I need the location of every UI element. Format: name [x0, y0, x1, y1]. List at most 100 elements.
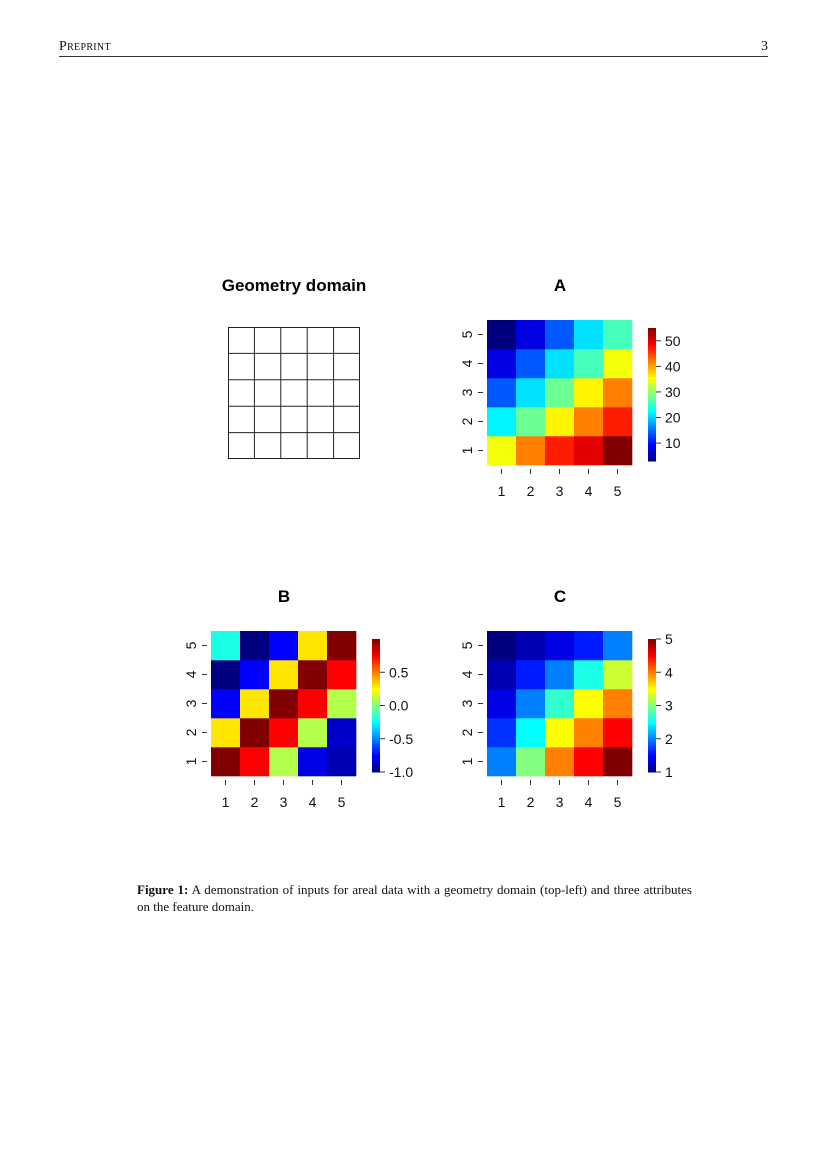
heatmap-c-cell — [516, 660, 546, 690]
heatmap-b-colorbar-step — [372, 747, 380, 751]
heatmap-b-x-tick-label: 1 — [222, 794, 230, 810]
heatmap-c-colorbar-step — [648, 701, 656, 704]
heatmap-b-cell — [269, 747, 299, 777]
heatmap-b-cell — [298, 747, 328, 777]
heatmap-a-colorbar-step — [648, 339, 656, 342]
heatmap-b-cell — [298, 689, 328, 719]
heatmap-a-cell — [574, 407, 604, 437]
heatmap-b-colorbar-step — [372, 656, 380, 660]
heatmap-c-colorbar-step — [648, 643, 656, 647]
heatmap-c-y-tick-label: 2 — [459, 728, 475, 736]
heatmap-a-cell — [603, 407, 633, 437]
heatmap-c-colorbar-step — [648, 696, 656, 700]
running-header: Preprint 3 — [59, 38, 768, 57]
heatmap-c-x-tick-label: 5 — [614, 794, 622, 810]
heatmap-b-colorbar-step — [372, 703, 380, 706]
heatmap-a-colorbar-step — [648, 387, 656, 391]
heatmap-b-colorbar-step — [372, 705, 380, 709]
heatmap-c-cell — [574, 718, 604, 748]
heatmap-b-x-tick-label: 2 — [251, 794, 259, 810]
heatmap-c-cell — [487, 747, 517, 777]
heatmap-a-colorbar-step — [648, 414, 656, 418]
heatmap-b-colorbar-step — [372, 696, 380, 700]
heatmap-b-colorbar-step — [372, 654, 380, 658]
heatmap-b-y-tick-label: 3 — [183, 699, 199, 707]
heatmap-c-cell — [603, 631, 633, 661]
heatmap-b-colorbar-step — [372, 725, 380, 729]
heatmap-b-x-tick-label: 3 — [280, 794, 288, 810]
heatmap-c-colorbar-tick-label: 1 — [665, 764, 673, 780]
heatmap-b-colorbar-step — [372, 665, 380, 669]
heatmap-c-colorbar-step — [648, 647, 656, 651]
heatmap-a-colorbar-step — [648, 438, 656, 442]
heatmap-b-colorbar-step — [372, 650, 380, 653]
heatmap-a-colorbar-step — [648, 336, 656, 340]
heatmap-c-colorbar-step — [648, 665, 656, 669]
heatmap-b-cell — [269, 660, 299, 690]
heatmap-a-cell — [545, 349, 575, 379]
heatmap-a-colorbar-step — [648, 394, 656, 398]
heatmap-b-colorbar-step — [372, 718, 380, 722]
heatmap-b-colorbar-step — [372, 652, 380, 656]
heatmap-a-cell — [545, 436, 575, 466]
heatmap-b-colorbar-step — [372, 698, 380, 702]
heatmap-c-colorbar-step — [648, 663, 656, 667]
heatmap-a-cell — [574, 349, 604, 379]
running-title: Preprint — [59, 39, 111, 54]
heatmap-a-y-tick-label: 1 — [459, 446, 475, 454]
heatmap-a-colorbar-step — [648, 354, 656, 358]
heatmap-b-colorbar-step — [372, 694, 380, 698]
heatmap-a-colorbar-step — [648, 434, 656, 438]
heatmap-a-colorbar-step — [648, 449, 656, 453]
heatmap-b-colorbar-step — [372, 661, 380, 664]
heatmap-b-y-tick-label: 1 — [183, 757, 199, 765]
heatmap-b-colorbar-step — [372, 672, 380, 675]
heatmap-c-cell — [574, 631, 604, 661]
heatmap-c-colorbar-step — [648, 705, 656, 709]
heatmap-c-colorbar-step — [648, 692, 656, 695]
heatmap-b-colorbar-step — [372, 745, 380, 749]
heatmap-a-colorbar-step — [648, 416, 656, 420]
heatmap-a-colorbar-step — [648, 343, 656, 347]
heatmap-a-cell — [574, 378, 604, 408]
heatmap-c-cell — [545, 689, 575, 719]
heatmap-c-cell — [603, 660, 633, 690]
geometry-domain-title: Geometry domain — [221, 276, 367, 295]
heatmap-c-colorbar-step — [648, 687, 656, 691]
heatmap-b-cell — [240, 660, 270, 690]
heatmap-b-colorbar-step — [372, 765, 380, 769]
heatmap-c-colorbar-step — [648, 709, 656, 713]
heatmap-a-colorbar-step — [648, 443, 656, 446]
heatmap-a-colorbar-step — [648, 328, 656, 331]
heatmap-a-colorbar-step — [648, 405, 656, 409]
heatmap-c: 1 2 3 4 5 1 2 3 4 5 1 2 3 4 5 — [459, 631, 673, 810]
heatmap-a-colorbar-step — [648, 456, 656, 460]
heatmap-c-colorbar-step — [648, 752, 656, 755]
heatmap-b-x-tick-label: 4 — [309, 794, 317, 810]
heatmap-b-cell — [269, 718, 299, 748]
heatmap-a-colorbar-step — [648, 403, 656, 407]
heatmap-c-colorbar-step — [648, 723, 656, 726]
heatmap-c-cell — [545, 631, 575, 661]
heatmap-c-x-tick-label: 2 — [527, 794, 535, 810]
heatmap-a-colorbar-step — [648, 392, 656, 395]
heatmap-c-colorbar-step — [648, 703, 656, 706]
heatmap-a-colorbar-step — [648, 412, 656, 415]
heatmap-a-colorbar-step — [648, 423, 656, 427]
heatmap-a-colorbar-step — [648, 330, 656, 333]
heatmap-a-colorbar-step — [648, 390, 656, 393]
heatmap-b-colorbar-step — [372, 687, 380, 691]
heatmap-a-colorbar-step — [648, 350, 656, 353]
heatmap-a-colorbar-step — [648, 374, 656, 378]
heatmap-c-colorbar-step — [648, 738, 656, 742]
heatmap-b-colorbar-step — [372, 740, 380, 744]
heatmap-c-colorbar-step — [648, 718, 656, 722]
heatmap-b-colorbar-tick-label: -0.5 — [389, 731, 413, 747]
heatmap-a-cell — [603, 320, 633, 350]
heatmap-c-colorbar-tick-label: 3 — [665, 698, 673, 714]
heatmap-b-cell — [211, 689, 241, 719]
heatmap-c-colorbar-step — [648, 698, 656, 702]
heatmap-c-colorbar-step — [648, 760, 656, 764]
heatmap-c-cell — [574, 689, 604, 719]
heatmap-a-colorbar-step — [648, 454, 656, 458]
